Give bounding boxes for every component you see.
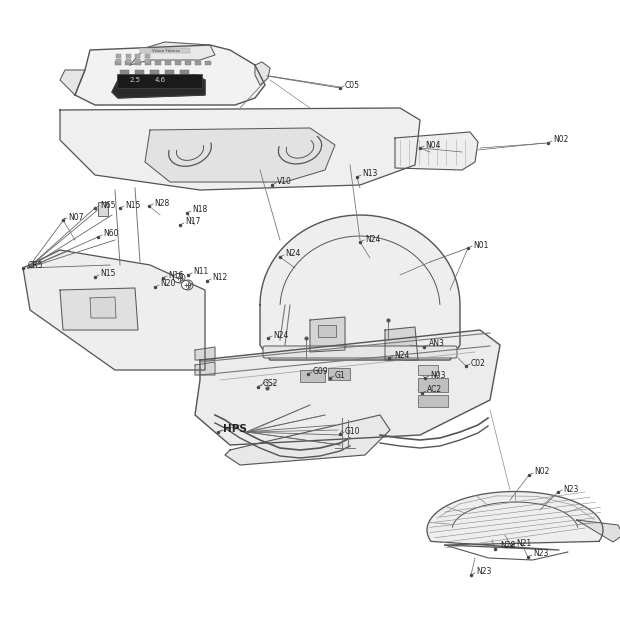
Bar xyxy=(300,370,325,382)
Bar xyxy=(116,54,121,57)
Text: N13: N13 xyxy=(362,170,378,179)
Text: N11: N11 xyxy=(193,267,208,276)
Text: N01: N01 xyxy=(473,240,489,249)
Bar xyxy=(145,54,150,57)
Polygon shape xyxy=(130,42,215,65)
Bar xyxy=(135,70,144,75)
Bar xyxy=(135,61,141,65)
Bar xyxy=(125,61,131,65)
Text: 4.6: 4.6 xyxy=(155,77,166,83)
Polygon shape xyxy=(112,75,205,98)
Bar xyxy=(126,54,131,57)
Text: N28: N28 xyxy=(500,541,515,550)
Polygon shape xyxy=(90,297,116,318)
Text: N24: N24 xyxy=(285,249,300,258)
Text: N21: N21 xyxy=(516,538,531,547)
Bar xyxy=(418,395,448,407)
Text: Vision Fitness: Vision Fitness xyxy=(152,49,180,53)
Bar xyxy=(140,48,190,53)
Bar xyxy=(175,61,181,65)
Polygon shape xyxy=(60,108,420,190)
Bar xyxy=(135,54,140,57)
Text: G1: G1 xyxy=(335,370,345,379)
Bar xyxy=(150,70,159,75)
Polygon shape xyxy=(395,132,478,170)
Text: N12: N12 xyxy=(212,273,228,282)
Polygon shape xyxy=(195,347,215,360)
Text: GS2: GS2 xyxy=(263,379,278,388)
Polygon shape xyxy=(310,317,345,352)
Text: V10: V10 xyxy=(277,177,292,186)
Text: G10: G10 xyxy=(345,426,360,435)
Text: N04: N04 xyxy=(425,141,440,150)
Polygon shape xyxy=(195,330,500,445)
Bar xyxy=(115,61,121,65)
Bar xyxy=(117,74,202,88)
Text: AN3: AN3 xyxy=(429,340,445,349)
Text: N03: N03 xyxy=(430,370,446,379)
Text: N16: N16 xyxy=(168,271,184,280)
Bar xyxy=(126,59,131,62)
Bar xyxy=(180,70,189,75)
Polygon shape xyxy=(60,288,138,330)
Text: N23: N23 xyxy=(476,568,492,577)
Text: N28: N28 xyxy=(154,199,169,208)
Text: C05: C05 xyxy=(345,80,360,89)
Bar xyxy=(120,70,129,75)
Circle shape xyxy=(182,280,190,289)
Polygon shape xyxy=(75,45,265,105)
Bar xyxy=(328,368,350,380)
Circle shape xyxy=(174,273,182,282)
Text: AC2: AC2 xyxy=(427,386,442,395)
Text: N02: N02 xyxy=(534,467,549,476)
Text: N07: N07 xyxy=(68,212,84,221)
Text: N15: N15 xyxy=(100,269,115,278)
FancyBboxPatch shape xyxy=(263,346,457,358)
Polygon shape xyxy=(260,215,460,360)
Polygon shape xyxy=(145,128,335,182)
Text: C02: C02 xyxy=(471,359,486,368)
Polygon shape xyxy=(427,491,603,550)
Text: G09: G09 xyxy=(313,367,329,376)
Bar xyxy=(145,59,150,62)
Text: N60: N60 xyxy=(103,230,118,239)
Polygon shape xyxy=(385,327,418,360)
Polygon shape xyxy=(60,70,85,95)
Text: N23: N23 xyxy=(533,550,548,559)
Bar xyxy=(205,61,211,65)
Bar xyxy=(418,378,448,392)
Bar xyxy=(145,61,151,65)
Bar xyxy=(318,325,336,337)
Bar xyxy=(418,365,438,375)
Bar xyxy=(195,61,201,65)
Bar xyxy=(165,61,171,65)
Polygon shape xyxy=(577,520,620,542)
Bar xyxy=(185,61,191,65)
Text: N65: N65 xyxy=(100,201,115,210)
Polygon shape xyxy=(23,250,205,370)
Bar xyxy=(165,70,174,75)
Bar xyxy=(135,59,140,62)
Polygon shape xyxy=(225,415,390,465)
Polygon shape xyxy=(255,62,270,85)
Bar xyxy=(98,202,108,216)
Text: HPS: HPS xyxy=(223,424,247,434)
Text: N15: N15 xyxy=(125,201,140,210)
Text: N20: N20 xyxy=(160,280,175,289)
Text: N24: N24 xyxy=(394,350,409,359)
Bar xyxy=(155,61,161,65)
Bar xyxy=(116,59,121,62)
Text: N17: N17 xyxy=(185,217,200,226)
Polygon shape xyxy=(195,362,215,375)
Text: 2.5: 2.5 xyxy=(130,77,141,83)
Text: CR5: CR5 xyxy=(28,260,43,269)
Text: N23: N23 xyxy=(563,484,578,493)
Text: N24: N24 xyxy=(365,235,381,244)
Text: N02: N02 xyxy=(553,136,569,145)
Text: N24: N24 xyxy=(273,331,288,340)
Text: N18: N18 xyxy=(192,206,207,215)
